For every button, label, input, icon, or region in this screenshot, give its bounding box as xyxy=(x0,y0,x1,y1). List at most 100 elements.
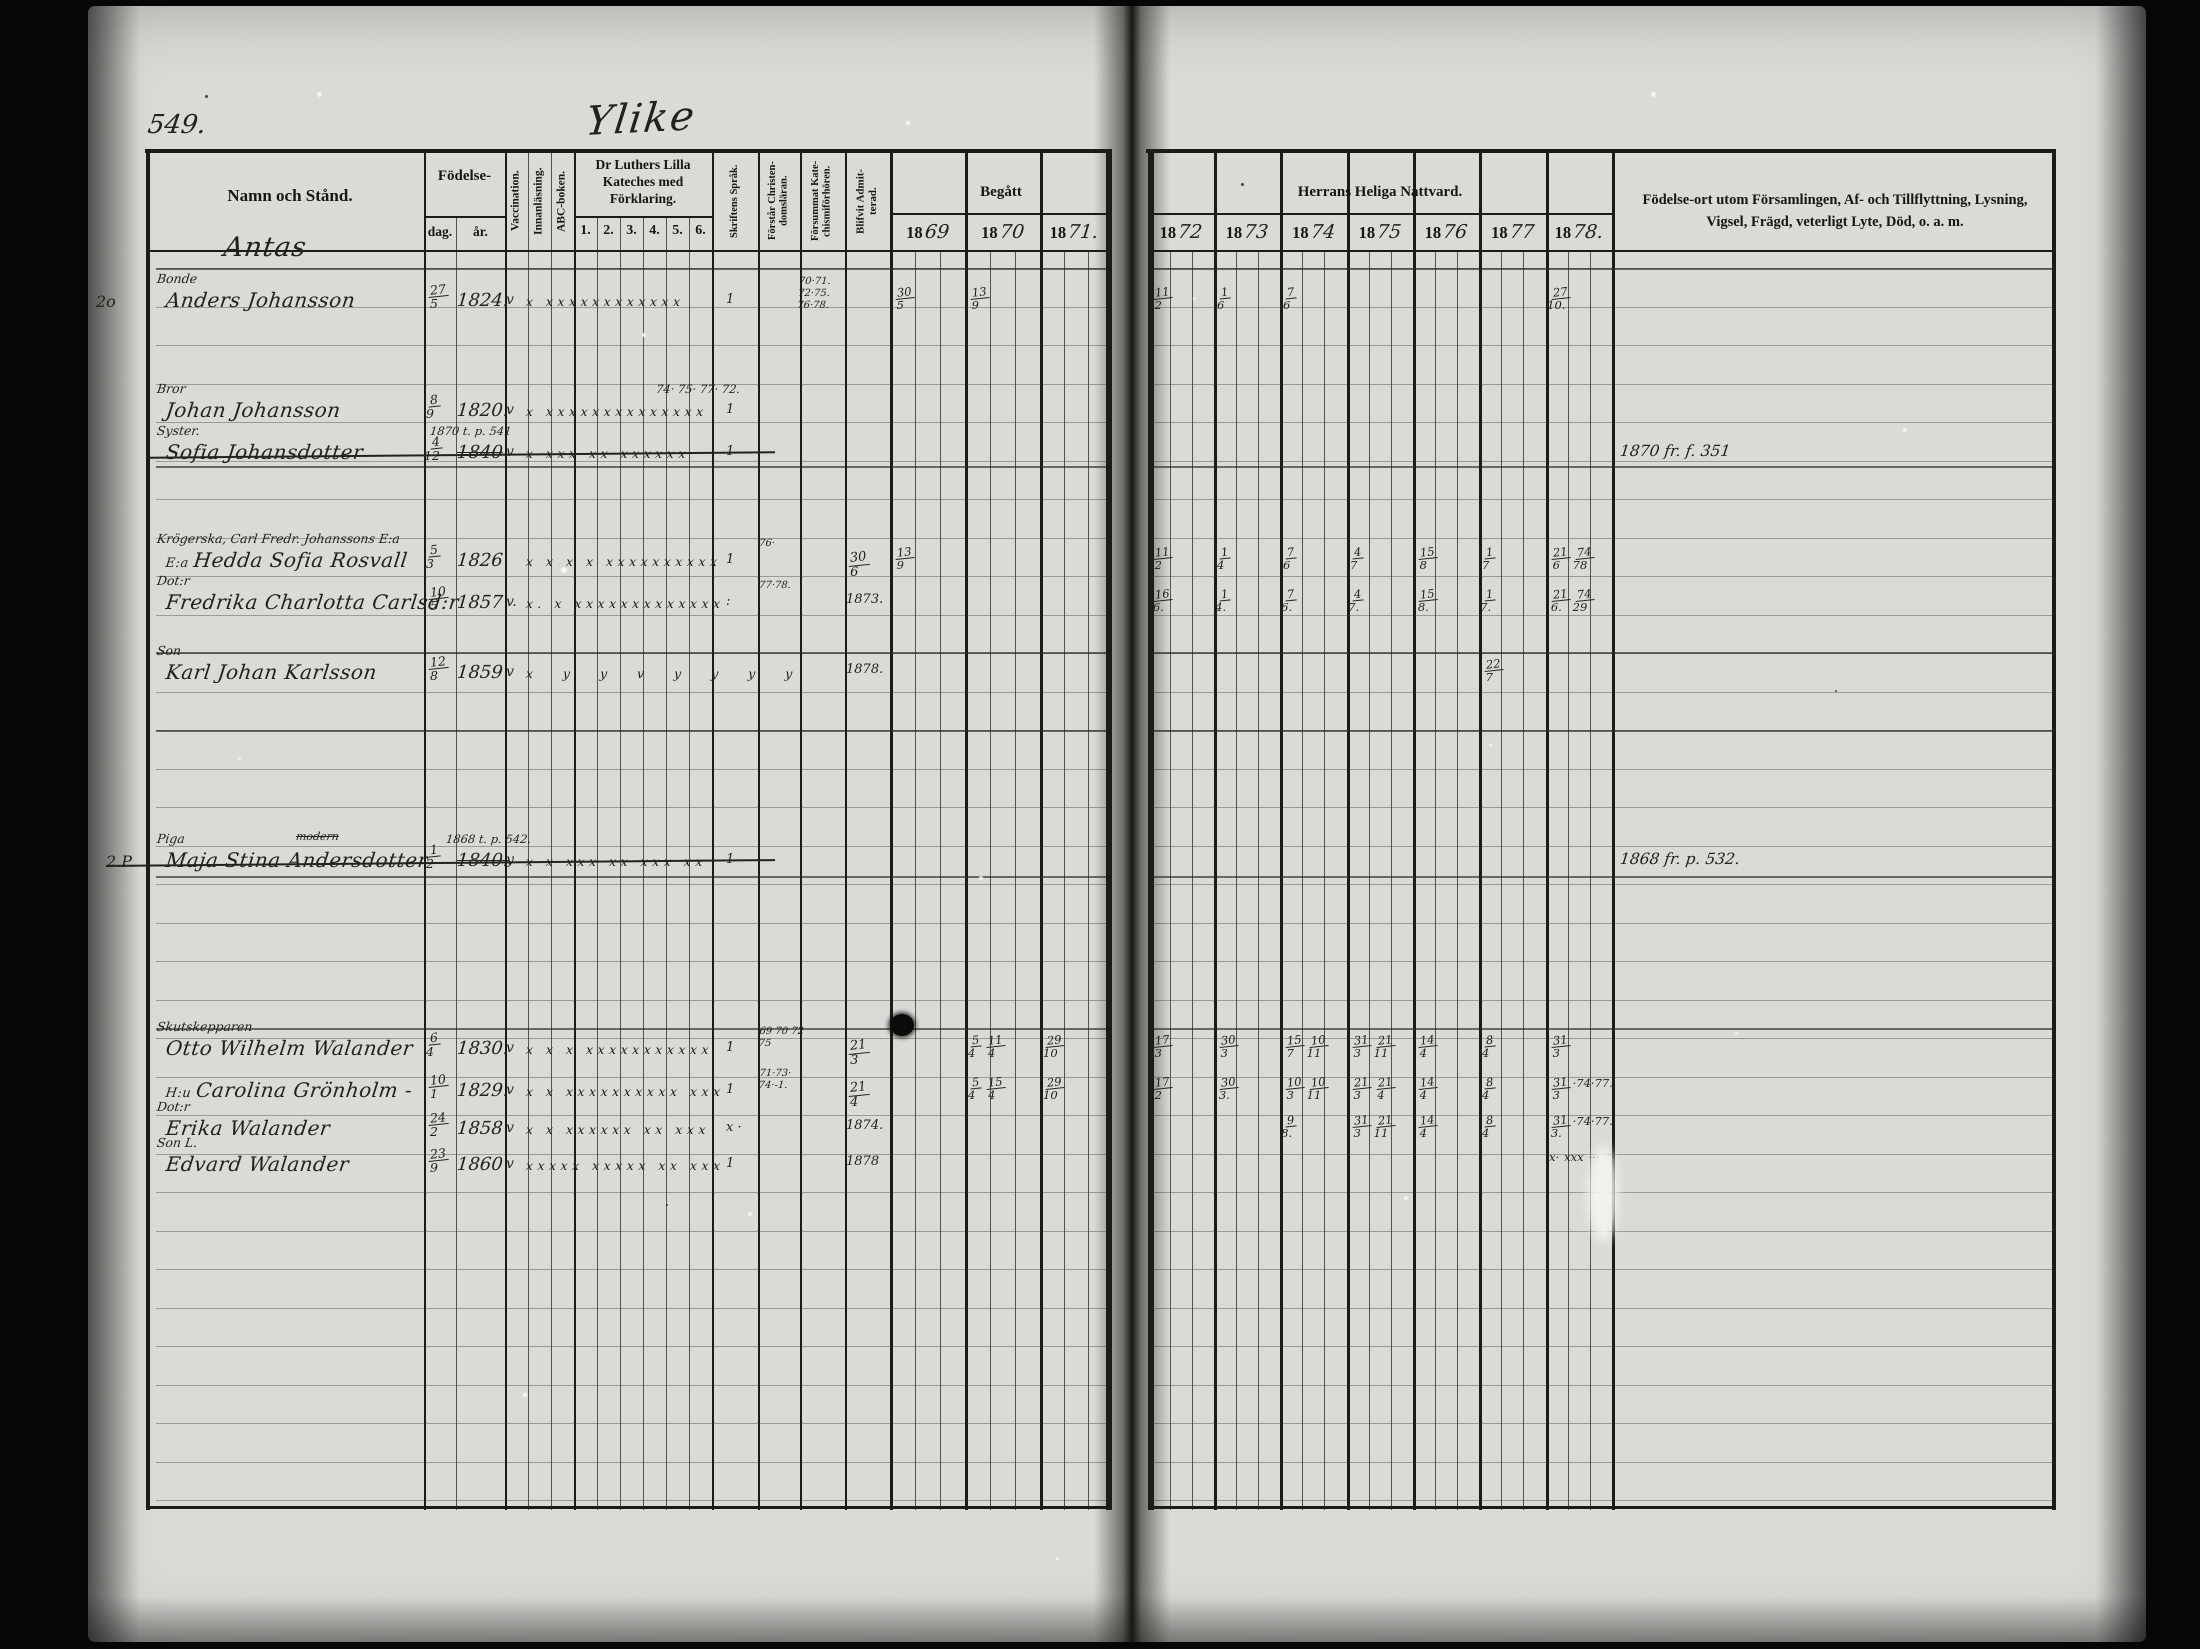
fraction-bottom: 2 xyxy=(1154,1088,1162,1103)
rule-line xyxy=(1152,1000,2052,1001)
catechism-subcolumn-3: 3. xyxy=(626,223,637,238)
status-label: Dot:r xyxy=(156,573,191,588)
rule-line xyxy=(156,1385,1106,1386)
communion-cell-1876: 15 8 xyxy=(1416,544,1438,571)
dust-speck xyxy=(906,121,910,125)
fraction-bottom: 6. xyxy=(1152,600,1164,615)
grid-line xyxy=(1192,251,1193,1510)
person-name: Sofia Johansdotter xyxy=(165,440,365,464)
fraction-bottom: 3. xyxy=(1218,1088,1230,1103)
fraction-bottom: 1 xyxy=(429,1086,438,1102)
fraction-bottom: 3 xyxy=(1552,1046,1560,1061)
dust-speck xyxy=(1193,297,1196,300)
date-fraction: 23 9 xyxy=(426,1145,449,1174)
fraction-bottom: 6 xyxy=(1217,298,1225,313)
grid-line xyxy=(915,251,916,1510)
column-header-vaccination: Vaccination. xyxy=(509,170,522,232)
rule-line xyxy=(1152,923,2052,924)
note-token: ·74·77. xyxy=(1572,1076,1613,1090)
fraction-bottom: 3 xyxy=(1154,1046,1162,1061)
fraction-bottom: 4 xyxy=(1419,1126,1427,1141)
date-fraction: 12 8 xyxy=(426,653,449,682)
date-fraction: 74 78 xyxy=(1572,544,1594,573)
name-text: Hedda Sofia Rosvall xyxy=(192,548,410,572)
date-fraction: 13 9 xyxy=(968,284,990,311)
fraction-bottom: 6. xyxy=(1281,600,1293,615)
grid-line xyxy=(1612,149,1615,1510)
status-label: Krögerska, Carl Fredr. Johanssons E:a xyxy=(156,531,401,546)
ink-speck xyxy=(1835,690,1837,692)
fraction-bottom: 5 xyxy=(429,598,438,614)
reading-marks: x xxxxxxxxxxxx xyxy=(525,294,686,309)
communion-cell-1873: 1 4. xyxy=(1215,587,1231,613)
grid-line xyxy=(551,149,552,1510)
birth-year: 1859 xyxy=(456,662,504,683)
date-fraction: 7 6. xyxy=(1281,587,1297,615)
communion-cell-1872: 17 3 xyxy=(1151,1032,1173,1061)
rule-line xyxy=(1152,1346,2052,1347)
grid-line xyxy=(890,213,1110,215)
vaccination-mark: v xyxy=(506,444,514,460)
birth-year: 1830. xyxy=(456,1038,510,1059)
vaccination-mark: v xyxy=(506,1040,514,1056)
communion-cell-1872: 16 6. xyxy=(1151,586,1173,615)
rule-line xyxy=(156,923,1106,924)
name-text: Carolina Grönholm - xyxy=(194,1078,414,1102)
communion-cell-1878: 31 3. ·74·77. xyxy=(1549,1112,1613,1139)
fraction-bottom: 78 xyxy=(1572,558,1588,573)
year-header-1870: 18 70 xyxy=(965,221,1040,251)
grid-line xyxy=(574,149,576,1510)
transfer-note: 74· 75· 77· 72. xyxy=(655,382,741,396)
year-printed-prefix: 18 xyxy=(981,223,998,242)
status-label: Skutskepparen xyxy=(156,1019,254,1034)
rule-line xyxy=(156,538,1106,539)
communion-cell-1878: 31 3·74·77. xyxy=(1549,1074,1613,1101)
rule-line xyxy=(156,1462,1106,1463)
date-fraction: 31 3. xyxy=(1549,1112,1571,1139)
date-fraction: 21 11 xyxy=(1374,1112,1395,1139)
reading-marks: x x x x xxxxxxxxxx xyxy=(525,554,723,569)
transfer-note: 1870 t. p. 541 xyxy=(429,424,513,438)
column-header-name: Namn och Stånd. xyxy=(227,186,353,205)
communion-cell-1869: 30 5 xyxy=(893,284,915,311)
rule-line xyxy=(1152,538,2052,539)
margin-number: 2.P. xyxy=(106,852,134,871)
status-label: Piga xyxy=(156,831,186,846)
grid-line xyxy=(1369,251,1370,1510)
reading-marks: x xxxxxxxxxxxxxx xyxy=(525,404,709,419)
grid-line xyxy=(1258,251,1259,1510)
name-prefix: E:a xyxy=(164,556,195,571)
catechism-subcolumn-6: 6. xyxy=(695,223,706,238)
fraction-bottom: 4 xyxy=(1419,1046,1427,1061)
fraction-bottom: 4 xyxy=(1482,1046,1490,1061)
note-token: x· xyxy=(1549,1150,1560,1164)
name-text: Anders Johansson xyxy=(164,288,357,312)
correction-note: modern xyxy=(295,830,340,843)
fraction-bottom: 2 xyxy=(1154,558,1162,573)
name-text: Karl Johan Karlsson xyxy=(164,660,379,684)
sprak-mark: 1 xyxy=(726,1156,735,1171)
date-fraction: 10 1 xyxy=(426,1071,449,1102)
communion-cell-1869: 13 9 xyxy=(893,544,915,571)
dust-speck xyxy=(1903,428,1907,432)
date-fraction: 21 3 xyxy=(1350,1074,1372,1101)
grid-line xyxy=(1150,250,2054,252)
person-name: H:u Carolina Grönholm - xyxy=(165,1078,414,1102)
grid-line xyxy=(1391,251,1392,1510)
communion-cell-1875: 4 7. xyxy=(1348,587,1364,613)
rule-line xyxy=(156,1192,1106,1193)
date-fraction: 31 3 xyxy=(1549,1032,1571,1061)
year-printed-prefix: 18 xyxy=(1049,223,1067,242)
dust-speck xyxy=(1056,1557,1059,1560)
page-title: Ylike xyxy=(583,92,699,146)
communion-cell-1874: 10 3 10 11 xyxy=(1283,1074,1328,1101)
rule-line xyxy=(1152,1038,2052,1039)
column-header-remarks: Födelse-ort utom Församlingen, Af- och T… xyxy=(1642,192,2028,230)
page-number: 549. xyxy=(145,110,208,140)
fraction-bottom: 6 xyxy=(1552,558,1560,573)
